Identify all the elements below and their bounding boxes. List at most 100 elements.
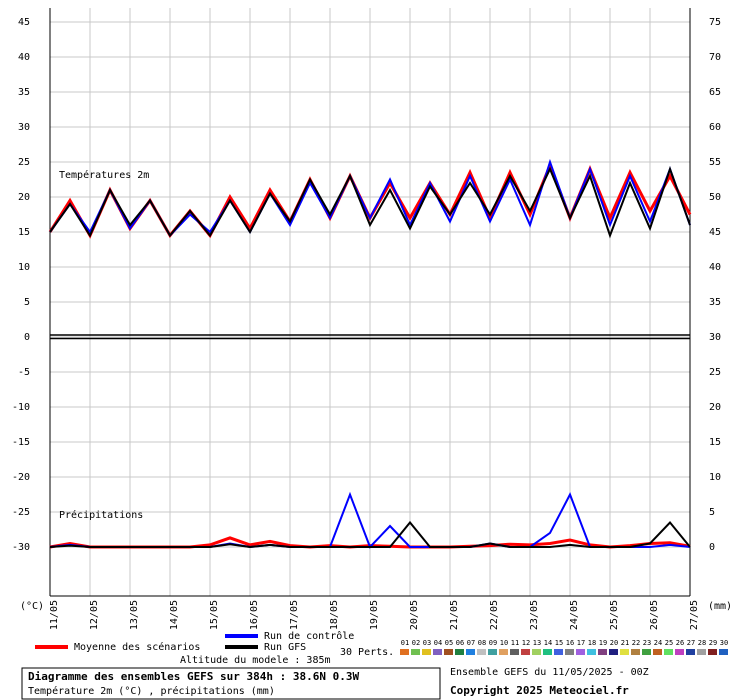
y2-tick-label: 40 bbox=[709, 262, 721, 273]
member-swatch bbox=[532, 649, 541, 655]
member-label: 17 bbox=[577, 639, 585, 647]
member-label: 12 bbox=[522, 639, 530, 647]
member-label: 13 bbox=[533, 639, 541, 647]
y-tick-label: 15 bbox=[18, 227, 30, 238]
y2-tick-label: 0 bbox=[709, 542, 715, 553]
series-line bbox=[49, 165, 691, 239]
member-swatch bbox=[653, 649, 662, 655]
member-swatch bbox=[554, 649, 563, 655]
member-label: 07 bbox=[467, 639, 475, 647]
chart-subtitle: Température 2m (°C) , précipitations (mm… bbox=[28, 685, 275, 697]
y2-tick-label: 20 bbox=[709, 402, 721, 413]
y-tick-label: -5 bbox=[18, 367, 30, 378]
x-tick-label: 19/05 bbox=[369, 600, 380, 630]
member-swatch bbox=[598, 649, 607, 655]
member-swatch bbox=[521, 649, 530, 655]
member-swatch bbox=[543, 649, 552, 655]
run-info: Ensemble GEFS du 11/05/2025 - 00Z bbox=[450, 667, 649, 678]
y2-tick-label: 25 bbox=[709, 367, 721, 378]
member-swatch bbox=[675, 649, 684, 655]
member-label: 20 bbox=[610, 639, 618, 647]
member-label: 02 bbox=[412, 639, 420, 647]
members-title: 30 Perts. bbox=[340, 647, 394, 658]
member-label: 30 bbox=[720, 639, 728, 647]
y2-tick-label: 65 bbox=[709, 87, 721, 98]
y-tick-label: -15 bbox=[12, 437, 30, 448]
member-swatch bbox=[620, 649, 629, 655]
member-label: 10 bbox=[500, 639, 508, 647]
y2-tick-label: 55 bbox=[709, 157, 721, 168]
y2-tick-label: 35 bbox=[709, 297, 721, 308]
x-tick-label: 14/05 bbox=[169, 600, 180, 630]
member-label: 25 bbox=[665, 639, 673, 647]
member-label: 09 bbox=[489, 639, 497, 647]
member-label: 05 bbox=[445, 639, 453, 647]
member-swatch bbox=[422, 649, 431, 655]
x-tick-label: 15/05 bbox=[209, 600, 220, 630]
member-label: 08 bbox=[478, 639, 486, 647]
member-label: 27 bbox=[687, 639, 695, 647]
member-label: 21 bbox=[621, 639, 629, 647]
y2-tick-label: 15 bbox=[709, 437, 721, 448]
x-tick-label: 12/05 bbox=[89, 600, 100, 630]
y2-tick-label: 5 bbox=[709, 507, 715, 518]
y-tick-label: -20 bbox=[12, 472, 30, 483]
member-label: 24 bbox=[654, 639, 662, 647]
y2-tick-label: 10 bbox=[709, 472, 721, 483]
y2-tick-label: 60 bbox=[709, 122, 721, 133]
member-swatch bbox=[686, 649, 695, 655]
y-tick-label: 45 bbox=[18, 17, 30, 28]
altitude: Altitude du modele : 385m bbox=[180, 655, 331, 666]
y-tick-label: 40 bbox=[18, 52, 30, 63]
y2-tick-label: 75 bbox=[709, 17, 721, 28]
member-swatch bbox=[631, 649, 640, 655]
y-unit: (°C) bbox=[20, 601, 44, 612]
title-box bbox=[21, 667, 441, 700]
member-label: 29 bbox=[709, 639, 717, 647]
copyright: Copyright 2025 Meteociel.fr bbox=[450, 684, 629, 697]
member-label: 06 bbox=[456, 639, 464, 647]
legend-label: Run de contrôle bbox=[264, 630, 354, 642]
y-tick-label: -30 bbox=[12, 542, 30, 553]
y2-tick-label: 30 bbox=[709, 332, 721, 343]
y-tick-label: 20 bbox=[18, 192, 30, 203]
member-label: 04 bbox=[434, 639, 442, 647]
x-tick-label: 18/05 bbox=[329, 600, 340, 630]
x-tick-label: 25/05 bbox=[609, 600, 620, 630]
member-swatch bbox=[609, 649, 618, 655]
member-swatch bbox=[719, 649, 728, 655]
member-label: 18 bbox=[588, 639, 596, 647]
x-tick-label: 27/05 bbox=[689, 600, 700, 630]
member-swatch bbox=[587, 649, 596, 655]
member-swatch bbox=[576, 649, 585, 655]
member-swatch bbox=[488, 649, 497, 655]
y2-tick-label: 50 bbox=[709, 192, 721, 203]
members-legend: 01 02 03 04 05 06 07 08 09 10 11 12 13 14 15 16 17 18 19 20… bbox=[400, 639, 728, 655]
member-swatch bbox=[642, 649, 651, 655]
y-tick-label: 35 bbox=[18, 87, 30, 98]
member-label: 23 bbox=[643, 639, 651, 647]
x-tick-label: 11/05 bbox=[49, 600, 60, 630]
x-tick-label: 22/05 bbox=[489, 600, 500, 630]
member-swatch bbox=[499, 649, 508, 655]
member-swatch bbox=[411, 649, 420, 655]
grid bbox=[49, 8, 691, 597]
member-label: 03 bbox=[423, 639, 431, 647]
y2-tick-label: 45 bbox=[709, 227, 721, 238]
member-swatch bbox=[400, 649, 409, 655]
x-tick-label: 24/05 bbox=[569, 600, 580, 630]
precip-label: Précipitations bbox=[59, 509, 143, 521]
y-tick-label: 10 bbox=[18, 262, 30, 273]
y-tick-label: 30 bbox=[18, 122, 30, 133]
chart-title: Diagramme des ensembles GEFS sur 384h : … bbox=[28, 670, 360, 683]
member-swatch bbox=[510, 649, 519, 655]
member-swatch bbox=[433, 649, 442, 655]
legend-label: Moyenne des scénarios bbox=[74, 641, 200, 653]
member-label: 16 bbox=[566, 639, 574, 647]
x-tick-label: 23/05 bbox=[529, 600, 540, 630]
temp-label: Températures 2m bbox=[59, 169, 149, 181]
member-swatch bbox=[455, 649, 464, 655]
member-swatch bbox=[697, 649, 706, 655]
member-swatch bbox=[708, 649, 717, 655]
